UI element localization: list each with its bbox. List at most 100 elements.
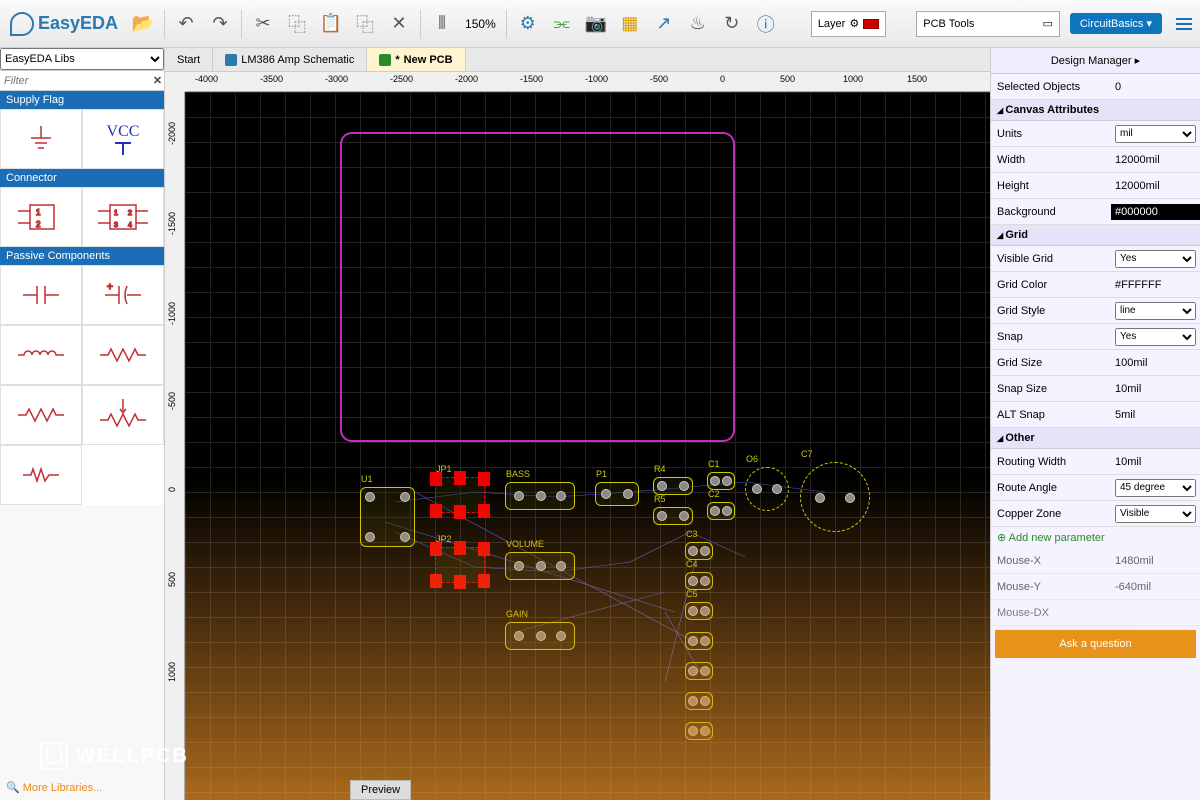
routing-width-value[interactable]: 10mil	[1111, 456, 1200, 468]
route-angle-select[interactable]: 45 degree	[1115, 479, 1196, 497]
ruler-vertical: -2000-1500 -1000-500 0500 1000	[165, 92, 185, 800]
grid-size-value[interactable]: 100mil	[1111, 357, 1200, 369]
settings-icon[interactable]: ⚙	[513, 9, 543, 39]
app-name: EasyEDA	[38, 13, 118, 34]
mouse-y-value: -640mil	[1111, 581, 1200, 593]
clear-filter-icon[interactable]: ✕	[151, 74, 164, 87]
snap-select[interactable]: Yes	[1115, 328, 1196, 346]
layer-selector[interactable]: Layer⚙	[811, 11, 886, 37]
lib-item-inductor[interactable]	[0, 325, 82, 385]
open-icon[interactable]: 📂	[128, 9, 158, 39]
comp-c-extra4[interactable]	[685, 722, 713, 740]
lib-item-potentiometer[interactable]	[82, 385, 164, 445]
comp-c-extra2[interactable]	[685, 662, 713, 680]
comp-p1[interactable]: P1	[595, 482, 639, 506]
alt-snap-value[interactable]: 5mil	[1111, 409, 1200, 421]
section-canvas-attrs[interactable]: Canvas Attributes	[991, 100, 1200, 121]
design-manager-button[interactable]: Design Manager ▸	[991, 48, 1200, 74]
section-other[interactable]: Other	[991, 428, 1200, 449]
grid-color-value[interactable]: #FFFFFF	[1111, 279, 1200, 291]
ask-question-button[interactable]: Ask a question	[995, 630, 1196, 658]
redo-icon[interactable]: ↷	[205, 9, 235, 39]
comp-c7[interactable]: C7	[800, 462, 870, 532]
width-value[interactable]: 12000mil	[1111, 154, 1200, 166]
comp-r5[interactable]: R5	[653, 507, 693, 525]
mouse-x-value: 1480mil	[1111, 555, 1200, 567]
comp-u1[interactable]: U1	[360, 487, 415, 547]
filter-input[interactable]	[0, 75, 151, 87]
svg-text:3: 3	[114, 222, 118, 229]
paste-icon[interactable]: 📋	[316, 9, 346, 39]
library-select[interactable]: EasyEDA Libs	[0, 48, 164, 70]
visible-grid-select[interactable]: Yes	[1115, 250, 1196, 268]
comp-jp2[interactable]: JP2	[435, 547, 485, 583]
tab-start[interactable]: Start	[165, 48, 213, 71]
snap-size-value[interactable]: 10mil	[1111, 383, 1200, 395]
pcb-canvas[interactable]: U1 JP1 JP2 BASS	[185, 92, 990, 800]
lib-item-cap-polar[interactable]: +	[82, 265, 164, 325]
copy-icon[interactable]: ⿻	[282, 9, 312, 39]
delete-icon[interactable]: ✕	[384, 9, 414, 39]
lib-item-resistor-zigzag[interactable]	[82, 325, 164, 385]
height-value[interactable]: 12000mil	[1111, 180, 1200, 192]
lib-item-gnd[interactable]	[0, 109, 82, 169]
filter-row: ✕	[0, 71, 164, 91]
library-select-row: EasyEDA Libs	[0, 48, 164, 71]
lib-item-conn-2pin[interactable]: 12	[0, 187, 82, 247]
history-icon[interactable]: ↻	[717, 9, 747, 39]
units-select[interactable]: mil	[1115, 125, 1196, 143]
export-icon[interactable]: ↗	[649, 9, 679, 39]
section-supply-flag[interactable]: Supply Flag	[0, 91, 164, 109]
undo-icon[interactable]: ↶	[171, 9, 201, 39]
tab-pcb[interactable]: *New PCB	[367, 48, 465, 71]
schematic-icon	[225, 54, 237, 66]
pcb-tools-box[interactable]: PCB Tools ▭	[916, 11, 1060, 37]
menu-icon[interactable]	[1172, 12, 1196, 36]
comp-r4[interactable]: R4	[653, 477, 693, 495]
svg-text:2: 2	[36, 220, 41, 229]
comp-c3[interactable]: C3	[685, 542, 713, 560]
grid-style-select[interactable]: line	[1115, 302, 1196, 320]
lib-item-cap-nonpolar[interactable]	[0, 265, 82, 325]
lib-item-conn-4pin[interactable]: 1324	[82, 187, 164, 247]
comp-c-extra1[interactable]	[685, 632, 713, 650]
vcc-label: VCC	[107, 123, 140, 141]
comp-o6[interactable]: O6	[745, 467, 789, 511]
add-parameter-link[interactable]: Add new parameter	[991, 527, 1200, 548]
comp-volume[interactable]: VOLUME	[505, 552, 575, 580]
copies-icon[interactable]: ⿻	[350, 9, 380, 39]
cut-icon[interactable]: ✂	[248, 9, 278, 39]
lib-item-extra[interactable]	[0, 445, 82, 505]
comp-bass[interactable]: BASS	[505, 482, 575, 510]
share-icon[interactable]: ⫘	[547, 9, 577, 39]
comp-c5[interactable]: C5	[685, 602, 713, 620]
steam-icon[interactable]: ♨	[683, 9, 713, 39]
comp-gain[interactable]: GAIN	[505, 622, 575, 650]
comp-jp1[interactable]: JP1	[435, 477, 485, 513]
info-icon[interactable]: ⓘ	[751, 9, 781, 39]
lib-item-vcc[interactable]: VCC	[82, 109, 164, 169]
svg-text:+: +	[107, 282, 113, 293]
comp-c2[interactable]: C2	[707, 502, 735, 520]
tab-schematic[interactable]: LM386 Amp Schematic	[213, 48, 367, 71]
background-value[interactable]: #000000	[1111, 204, 1200, 220]
pcb-tools-label: PCB Tools	[923, 18, 974, 30]
circuit-basics-button[interactable]: CircuitBasics ▾	[1070, 13, 1162, 34]
lib-item-resistor-2[interactable]	[0, 385, 82, 445]
section-grid[interactable]: Grid	[991, 225, 1200, 246]
align-icon[interactable]: ⫴	[427, 9, 457, 39]
preview-tab[interactable]: Preview	[350, 780, 411, 800]
more-libraries-link[interactable]: 🔍 More Libraries...	[0, 775, 164, 800]
comp-c4[interactable]: C4	[685, 572, 713, 590]
zoom-label[interactable]: 150%	[461, 17, 500, 31]
selected-count: 0	[1111, 81, 1200, 93]
document-tabs: Start LM386 Amp Schematic *New PCB	[165, 48, 990, 72]
comp-c1[interactable]: C1	[707, 472, 735, 490]
camera-icon[interactable]: 📷	[581, 9, 611, 39]
comp-c-extra3[interactable]	[685, 692, 713, 710]
main-toolbar: EasyEDA 📂 ↶ ↷ ✂ ⿻ 📋 ⿻ ✕ ⫴ 150% ⚙ ⫘ 📷 ▦ ↗…	[0, 0, 1200, 48]
copper-zone-select[interactable]: Visible	[1115, 505, 1196, 523]
section-passive[interactable]: Passive Components	[0, 247, 164, 265]
bom-icon[interactable]: ▦	[615, 9, 645, 39]
section-connector[interactable]: Connector	[0, 169, 164, 187]
